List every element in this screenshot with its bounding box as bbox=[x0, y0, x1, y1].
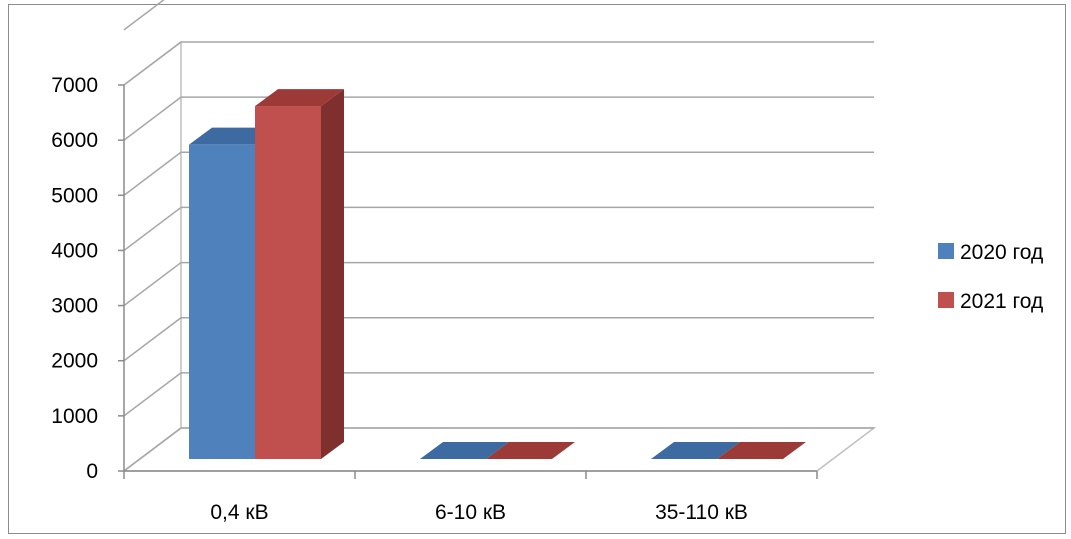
bar-top bbox=[486, 442, 575, 459]
y-tick-label: 1000 bbox=[51, 405, 98, 428]
gridline-side bbox=[123, 151, 182, 196]
gridline-side bbox=[123, 261, 182, 307]
bar-side bbox=[321, 89, 344, 459]
gridline-side bbox=[123, 372, 182, 417]
y-tick-label: 7000 bbox=[51, 74, 98, 97]
bar bbox=[420, 442, 509, 460]
side-wall bbox=[123, 40, 182, 472]
x-category-label: 6-10 кВ bbox=[435, 501, 506, 524]
bar bbox=[486, 442, 575, 460]
gridline-side bbox=[123, 206, 182, 252]
y-tick-label: 0 bbox=[86, 460, 98, 483]
bar-top bbox=[651, 442, 740, 459]
bar bbox=[717, 442, 806, 460]
y-tick-label: 3000 bbox=[51, 295, 98, 318]
gridline-side bbox=[123, 96, 182, 141]
bar-top bbox=[420, 442, 509, 459]
bar-top bbox=[255, 89, 344, 107]
gridline-side bbox=[123, 427, 182, 472]
bar-front bbox=[255, 106, 321, 459]
legend-label: 2020 год bbox=[960, 241, 1043, 264]
y-tick-label: 5000 bbox=[51, 184, 98, 207]
legend-swatch bbox=[938, 243, 954, 259]
bars bbox=[189, 89, 806, 460]
bar bbox=[255, 89, 344, 459]
bar-top bbox=[717, 442, 806, 459]
legend-label: 2021 год bbox=[960, 290, 1043, 313]
gridline-side bbox=[123, 41, 182, 86]
y-tick-labels: 0 1000 2000 3000 4000 5000 6000 7000 bbox=[51, 74, 98, 483]
gridline-side bbox=[123, 0, 165, 31]
legend-swatch bbox=[938, 292, 954, 308]
y-tick-label: 2000 bbox=[51, 350, 98, 373]
x-category-labels: 0,4 кВ 6-10 кВ 35-110 кВ bbox=[210, 501, 748, 524]
x-category-label: 0,4 кВ bbox=[210, 501, 268, 524]
bar-front bbox=[189, 144, 255, 459]
y-tick-label: 6000 bbox=[51, 129, 98, 152]
axes bbox=[118, 84, 818, 479]
legend: 2020 год 2021 год bbox=[938, 241, 1043, 313]
y-tick-label: 4000 bbox=[51, 239, 98, 262]
bar bbox=[651, 442, 740, 460]
x-category-label: 35-110 кВ bbox=[655, 501, 748, 524]
gridline-side bbox=[123, 317, 182, 362]
